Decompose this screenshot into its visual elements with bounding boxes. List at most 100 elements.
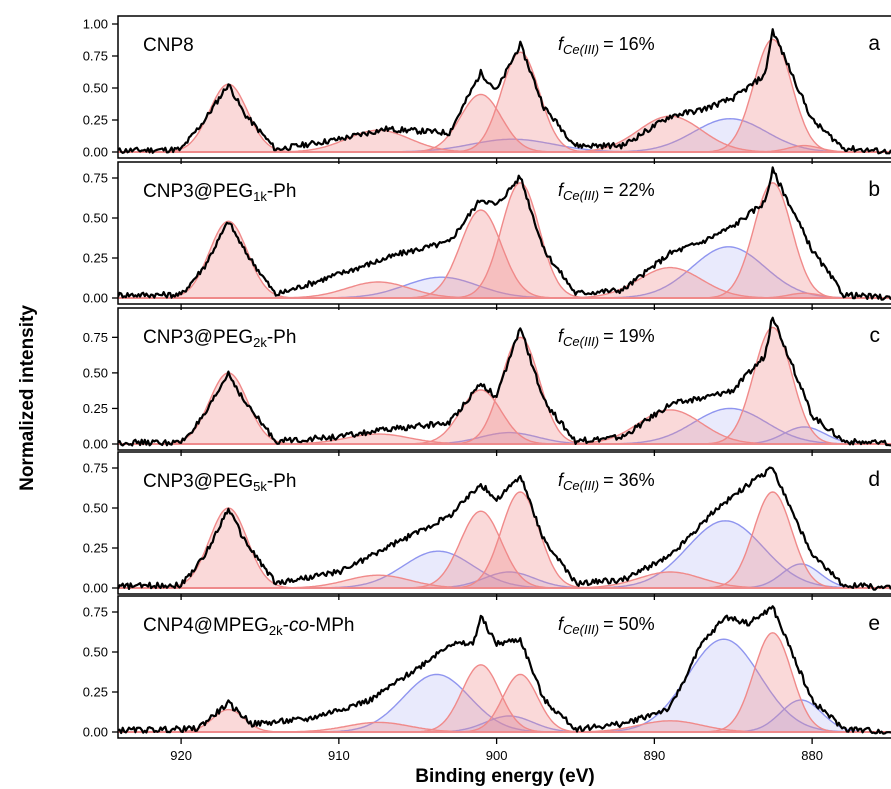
fraction-symbol: f xyxy=(558,614,565,634)
ce3-component-fill xyxy=(118,432,891,444)
ce4-component-fill xyxy=(118,293,891,298)
y-tick-label: 0.00 xyxy=(83,437,108,452)
y-tick-label: 0.50 xyxy=(83,211,108,226)
ce3-component-fill xyxy=(118,564,891,588)
ce4-component-fill xyxy=(118,409,891,444)
y-tick-label: 0.75 xyxy=(83,605,108,620)
fraction-symbol: f xyxy=(558,34,565,54)
panel-e: 0.00 0.25 0.50 0.75 920 910 900 890 880 CNP4@MPEG… xyxy=(83,595,891,763)
sample-name-part: -Ph xyxy=(267,327,297,348)
fraction-subscript: Ce(III) xyxy=(563,622,599,637)
fraction-subscript: Ce(III) xyxy=(563,42,599,57)
total-spectrum xyxy=(118,605,891,735)
ce4-component-fill xyxy=(118,372,891,444)
fraction-subscript: Ce(III) xyxy=(563,334,599,349)
x-tick-label: 880 xyxy=(801,748,823,763)
panel-frame xyxy=(117,15,891,159)
fraction-symbol: f xyxy=(558,180,565,200)
x-tick-label: 920 xyxy=(170,748,192,763)
panel-letter: d xyxy=(868,468,880,491)
ce4-component-line xyxy=(118,144,891,153)
sample-name-part: - xyxy=(283,615,289,636)
ce4-component-line xyxy=(118,292,891,299)
y-tick-label: 1.00 xyxy=(83,17,108,32)
panel-letter: e xyxy=(868,612,880,635)
ce4-component-fill xyxy=(118,84,891,152)
sample-name: CNP3@PEG2k-Ph xyxy=(143,327,296,350)
panel-frame xyxy=(117,161,891,305)
panel-letter: c xyxy=(870,324,881,347)
panel-b: 0.00 0.25 0.50 0.75 CNP3@PEG1k-Ph fCe(III) = 2… xyxy=(83,161,891,310)
fraction-value: = 22% xyxy=(603,180,655,200)
y-tick-label: 0.00 xyxy=(83,291,108,306)
x-tick-label: 890 xyxy=(644,748,666,763)
sample-name-part: CNP3@PEG xyxy=(143,181,253,202)
x-tick-label: 910 xyxy=(328,748,350,763)
panel-a: 0.00 0.25 0.50 0.75 1.00 CNP8 fCe(III) = 16% a xyxy=(83,15,891,164)
sample-name-part: 5k xyxy=(253,479,267,494)
ce4-component-fill xyxy=(118,221,891,298)
fraction-symbol: f xyxy=(558,326,565,346)
sample-name-part: 2k xyxy=(253,335,267,350)
fraction-value: = 36% xyxy=(603,470,655,490)
sample-name-part: -MPh xyxy=(309,615,354,636)
total-spectrum xyxy=(118,466,891,591)
panel-c: 0.00 0.25 0.50 0.75 CNP3@PEG2k-Ph fCe(III) = 1… xyxy=(83,307,891,456)
sample-name: CNP3@PEG5k-Ph xyxy=(143,471,296,494)
y-tick-label: 0.50 xyxy=(83,365,108,380)
total-spectrum xyxy=(118,28,891,155)
ce4-component-line xyxy=(118,326,891,445)
y-tick-label: 0.50 xyxy=(83,645,108,660)
ce3-component-fill xyxy=(118,520,891,588)
ce3-component-fill xyxy=(118,716,891,732)
ce4-component-fill xyxy=(118,720,891,732)
ce4-component-fill xyxy=(118,267,891,298)
sample-name-part: -Ph xyxy=(267,471,297,492)
ce3-component-fill xyxy=(118,246,891,298)
y-tick-label: 0.25 xyxy=(83,113,108,128)
panel-letter: a xyxy=(868,32,880,55)
ce4-component-fill xyxy=(118,182,891,298)
ce4-component-fill xyxy=(118,492,891,588)
ce3-component-fill xyxy=(118,118,891,152)
ce3-component-fill xyxy=(118,572,891,588)
fraction-symbol: f xyxy=(558,470,565,490)
total-spectrum xyxy=(118,316,891,447)
sample-name-part: CNP3@PEG xyxy=(143,327,253,348)
panel-frame xyxy=(117,595,891,739)
y-tick-label: 0.50 xyxy=(83,501,108,516)
y-tick-label: 0.75 xyxy=(83,461,108,476)
sample-name: CNP3@PEG1k-Ph xyxy=(143,181,296,204)
fraction-label: fCe(III) = 50% xyxy=(558,614,655,637)
panel-frame xyxy=(117,307,891,451)
plot-area xyxy=(118,28,891,155)
panel-frame xyxy=(117,451,891,595)
y-tick-label: 0.00 xyxy=(83,725,108,740)
ce4-component-fill xyxy=(118,145,891,152)
fraction-value: = 50% xyxy=(603,614,655,634)
ce3-component-fill xyxy=(118,139,891,152)
y-tick-label: 0.25 xyxy=(83,685,108,700)
y-tick-label: 0.75 xyxy=(83,330,108,345)
ce4-component-fill xyxy=(118,508,891,588)
ce3-component-fill xyxy=(118,700,891,732)
sample-name-part: 1k xyxy=(253,189,267,204)
y-tick-label: 0.75 xyxy=(83,49,108,64)
ce4-component-fill xyxy=(118,116,891,152)
y-tick-label: 0.25 xyxy=(83,251,108,266)
plot-area xyxy=(118,605,891,735)
ce4-component-fill xyxy=(118,674,891,732)
sample-name-part: CNP3@PEG xyxy=(143,471,253,492)
plot-area xyxy=(118,316,891,447)
y-tick-label: 0.00 xyxy=(83,581,108,596)
sample-name: CNP4@MPEG2k-co-MPh xyxy=(143,615,354,638)
panel-d: 0.00 0.25 0.50 0.75 CNP3@PEG5k-Ph fCe(III) = 3… xyxy=(83,451,891,600)
fraction-label: fCe(III) = 16% xyxy=(558,34,655,57)
fraction-label: fCe(III) = 22% xyxy=(558,180,655,203)
plot-area xyxy=(118,166,891,301)
x-tick-label: 900 xyxy=(486,748,508,763)
ce4-component-fill xyxy=(118,572,891,588)
y-tick-label: 0.25 xyxy=(83,541,108,556)
fraction-subscript: Ce(III) xyxy=(563,188,599,203)
